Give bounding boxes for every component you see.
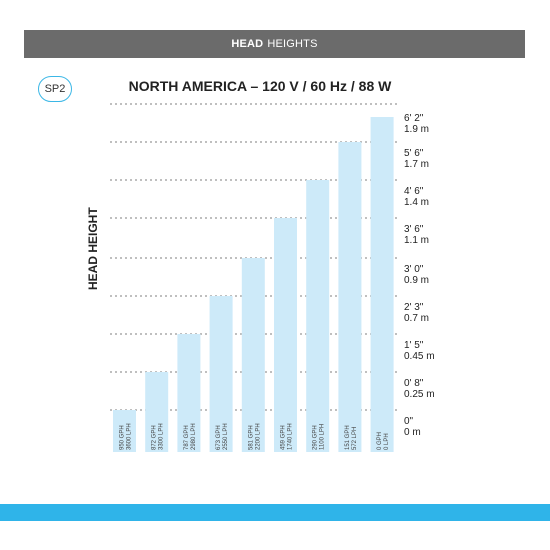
- bar-label-cell: [306, 410, 330, 452]
- y-tick-label-ft: 1' 5": [404, 340, 424, 351]
- y-tick-label-m: 1.1 m: [404, 235, 429, 246]
- bar-flow-label: 2980 LPH: [191, 423, 197, 450]
- bar-label-cell: [370, 410, 394, 452]
- bar-flow-label: 581 GPH: [248, 425, 254, 450]
- bar-flow-label: 2550 LPH: [223, 423, 229, 450]
- y-tick-label-ft: 5' 6": [404, 148, 424, 159]
- bar-flow-label: 787 GPH: [184, 425, 190, 450]
- bar: [370, 117, 394, 410]
- y-tick-label-ft: 0' 8": [404, 378, 424, 389]
- bar-flow-label: 572 LPH: [352, 427, 358, 450]
- bar-flow-label: 151 GPH: [345, 425, 351, 450]
- bar-flow-label: 0 GPH: [377, 432, 383, 450]
- y-tick-label-m: 0.7 m: [404, 313, 429, 324]
- bar-label-cell: [209, 410, 233, 452]
- bar: [274, 218, 297, 410]
- bar-label-cell: [113, 410, 136, 452]
- y-tick-label-m: 1.4 m: [404, 197, 429, 208]
- y-tick-label-ft: 6' 2": [404, 113, 424, 124]
- bar-flow-label: 459 GPH: [281, 425, 287, 450]
- bar-flow-label: 3600 LPH: [127, 423, 133, 450]
- y-tick-label-m: 1.7 m: [404, 159, 429, 170]
- chart-title: NORTH AMERICA – 120 V / 60 Hz / 88 W: [128, 78, 392, 94]
- section-header-bar: HEAD HEIGHTS: [24, 30, 525, 58]
- y-tick-label-m: 0.25 m: [404, 389, 435, 400]
- bar-flow-label: 1740 LPH: [288, 423, 294, 450]
- bar-flow-label: 3300 LPH: [159, 423, 165, 450]
- bar-flow-label: 872 GPH: [152, 425, 158, 450]
- header-bold-text: HEAD: [231, 38, 264, 50]
- bar-flow-label: 673 GPH: [216, 425, 222, 450]
- y-tick-label-m: 0 m: [404, 427, 421, 438]
- bar-flow-label: 2200 LPH: [255, 423, 261, 450]
- bar-label-cell: [338, 410, 362, 452]
- header-text: HEIGHTS: [267, 38, 318, 50]
- bar: [145, 372, 169, 410]
- bar: [209, 296, 233, 410]
- bar: [306, 180, 330, 410]
- bar: [338, 142, 362, 410]
- bar-flow-label: 0 LPH: [384, 433, 390, 450]
- bar-label-cell: [241, 410, 265, 452]
- bar-flow-label: 290 GPH: [313, 425, 319, 450]
- bar: [241, 258, 265, 410]
- bar-flow-label: 1100 LPH: [320, 424, 326, 450]
- bar-label-cell: [274, 410, 297, 452]
- bar-label-cell: [177, 410, 201, 452]
- model-badge: SP2: [38, 76, 72, 102]
- bar-label-cell: [145, 410, 169, 452]
- y-tick-label-ft: 0": [404, 416, 414, 427]
- y-tick-label-ft: 2' 3": [404, 302, 424, 313]
- bar: [177, 334, 201, 410]
- y-tick-label-m: 0.9 m: [404, 275, 429, 286]
- y-tick-label-ft: 4' 6": [404, 186, 424, 197]
- bar-flow-label: 950 GPH: [120, 425, 126, 450]
- y-tick-label-ft: 3' 0": [404, 264, 424, 275]
- y-tick-label-m: 0.45 m: [404, 351, 435, 362]
- footer-accent-bar: [0, 504, 550, 521]
- y-tick-label-m: 1.9 m: [404, 124, 429, 135]
- y-tick-label-ft: 3' 6": [404, 224, 424, 235]
